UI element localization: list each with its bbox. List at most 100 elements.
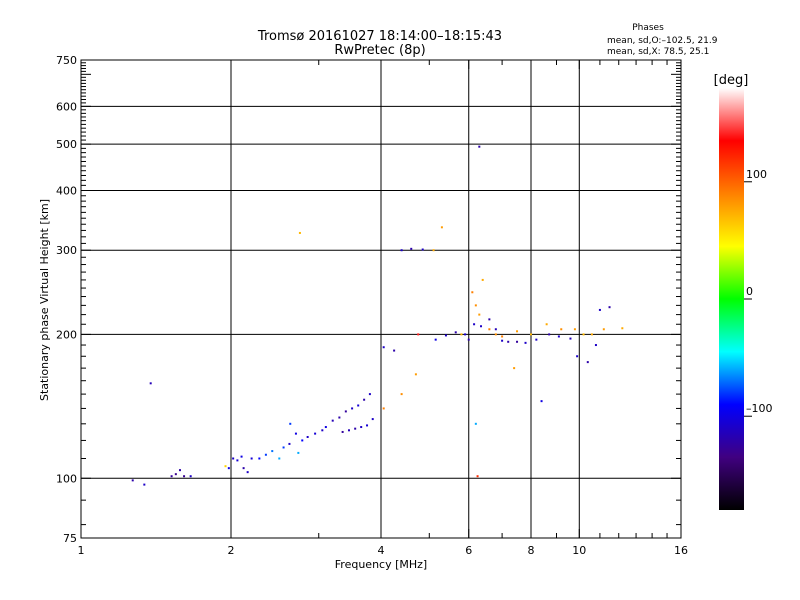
colorbar-ticks: 100 0 –100 [744,168,773,417]
data-point [460,333,463,336]
phases-heading: Phases [632,23,664,33]
data-point [382,407,385,410]
plot-frame [80,59,682,539]
x-tick-label: 10 [572,544,586,557]
data-point [621,327,624,330]
data-point [414,373,417,376]
data-point [586,361,589,364]
y-axis-label: Stationary phase Virtual Height [km] [38,199,51,401]
data-point [324,426,327,429]
data-point [294,432,297,435]
data-point [368,393,371,396]
data-point [507,340,510,343]
data-point [382,346,385,349]
data-point [557,335,560,338]
data-point [535,338,538,341]
data-point [473,323,476,326]
x-tick-label: 1 [78,544,85,557]
data-point [488,318,491,321]
data-point [258,457,261,460]
data-points [131,145,624,486]
data-point [344,410,347,413]
data-point [494,333,497,336]
data-point [351,407,354,410]
data-point [432,249,435,252]
data-point [478,313,481,316]
data-point [524,341,527,344]
data-point [321,429,324,432]
data-point [494,328,497,331]
data-point [298,231,301,234]
data-point [501,335,504,338]
data-point [602,328,605,331]
data-point [331,419,334,422]
x-tick-label: 16 [674,544,688,557]
x-tick-label: 2 [228,544,235,557]
data-point [582,333,585,336]
data-point [242,467,245,470]
data-point [338,416,341,419]
data-point [282,446,285,449]
data-point [434,338,437,341]
data-point [289,422,292,425]
data-point [250,457,253,460]
data-point [227,467,230,470]
y-tick-label: 600 [56,100,77,113]
data-point [264,453,267,456]
data-point [454,331,457,334]
chart-title: Tromsø 20161027 18:14:00–18:15:43 [257,29,502,44]
y-tick-label: 500 [56,138,77,151]
data-point [360,426,363,429]
data-point [560,328,563,331]
data-point [474,422,477,425]
data-point [278,457,281,460]
data-point [608,306,611,309]
y-tick-label: 400 [56,184,77,197]
x-tick-label: 4 [378,544,385,557]
y-tick-label: 750 [56,54,77,67]
data-point [516,330,519,333]
data-point [400,249,403,252]
data-point [516,340,519,343]
phases-x-stats: mean, sd,X: 78.5, 25.1 [607,47,709,57]
data-point [594,344,597,347]
chart-subtitle: RwPretec (8p) [334,43,425,58]
data-point [530,333,532,336]
data-point [306,435,309,438]
data-point [149,382,152,385]
data-point [301,439,304,442]
data-point [297,451,300,454]
x-axis-label: Frequency [MHz] [335,558,427,571]
data-point [341,430,344,433]
data-point [513,367,516,370]
data-point [471,291,474,294]
data-point [357,404,360,407]
data-point [478,145,481,148]
data-point [354,427,357,430]
colorbar-label: [deg] [714,73,749,88]
data-point [174,473,177,476]
data-point [246,471,249,474]
data-point [410,247,413,250]
y-tick-label: 100 [56,472,77,485]
data-point [400,393,403,396]
data-point [476,475,479,478]
data-point [189,475,192,478]
data-point [488,328,491,331]
data-point [444,334,447,337]
data-point [548,333,551,336]
data-point [183,475,186,478]
data-point [363,398,366,401]
data-point [573,328,576,331]
colorbar [719,88,744,510]
colorbar-tick-label: –100 [746,402,773,415]
y-tick-label: 300 [56,244,77,257]
data-point [371,418,374,421]
data-point [170,475,173,478]
data-point [598,308,601,311]
data-point [232,457,235,460]
axis-ticks: 1 2 4 6 8 10 16 75 100 200 300 400 500 600 750 [56,54,688,557]
data-point [501,339,504,342]
data-point [240,455,243,458]
data-point [481,278,484,281]
